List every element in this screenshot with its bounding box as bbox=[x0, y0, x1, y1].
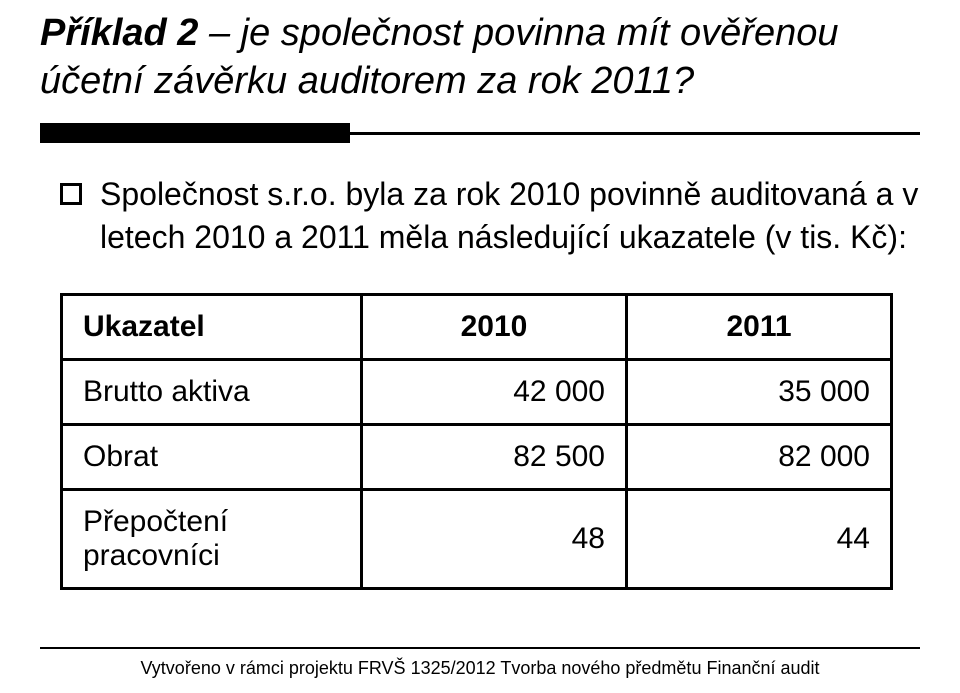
table-header-label: Ukazatel bbox=[62, 295, 362, 360]
table-row: Přepočtení pracovníci 48 44 bbox=[62, 490, 892, 589]
row-value: 44 bbox=[627, 490, 892, 589]
footer-text: Vytvořeno v rámci projektu FRVŠ 1325/201… bbox=[0, 658, 960, 679]
title-block: Příklad 2 – je společnost povinna mít ov… bbox=[0, 0, 960, 143]
body: Společnost s.r.o. byla za rok 2010 povin… bbox=[0, 143, 960, 590]
footer-rule bbox=[40, 647, 920, 649]
bullet-text: Společnost s.r.o. byla za rok 2010 povin… bbox=[100, 173, 920, 259]
title: Příklad 2 – je společnost povinna mít ov… bbox=[40, 10, 920, 105]
title-bold: Příklad 2 bbox=[40, 12, 198, 54]
row-value: 35 000 bbox=[627, 360, 892, 425]
table-header-year-0: 2010 bbox=[362, 295, 627, 360]
row-label: Přepočtení pracovníci bbox=[62, 490, 362, 589]
title-rule bbox=[40, 123, 920, 143]
bullet-item: Společnost s.r.o. byla za rok 2010 povin… bbox=[60, 173, 920, 259]
table-header-row: Ukazatel 2010 2011 bbox=[62, 295, 892, 360]
table-row: Brutto aktiva 42 000 35 000 bbox=[62, 360, 892, 425]
slide: Příklad 2 – je společnost povinna mít ov… bbox=[0, 0, 960, 693]
bullet-marker bbox=[60, 183, 82, 205]
title-rest-1: je společnost povinna mít ověřenou bbox=[241, 12, 839, 54]
title-rest-2: účetní závěrku auditorem za rok 2011? bbox=[40, 60, 694, 102]
row-label: Brutto aktiva bbox=[62, 360, 362, 425]
row-label: Obrat bbox=[62, 425, 362, 490]
table-header-year-1: 2011 bbox=[627, 295, 892, 360]
title-rule-thick bbox=[40, 123, 350, 143]
row-value: 48 bbox=[362, 490, 627, 589]
row-value: 82 500 bbox=[362, 425, 627, 490]
title-sep: – bbox=[198, 12, 240, 54]
row-value: 42 000 bbox=[362, 360, 627, 425]
row-value: 82 000 bbox=[627, 425, 892, 490]
data-table: Ukazatel 2010 2011 Brutto aktiva 42 000 … bbox=[60, 293, 893, 590]
table-row: Obrat 82 500 82 000 bbox=[62, 425, 892, 490]
